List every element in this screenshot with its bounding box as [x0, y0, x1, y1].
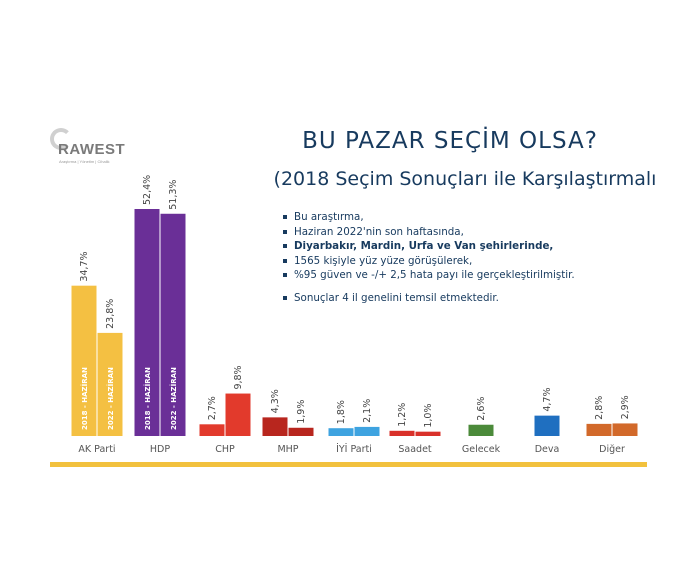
value-label: 1,2% — [397, 403, 408, 427]
bar-2022 — [534, 415, 560, 436]
value-label: 1,9% — [296, 400, 307, 424]
bar-2018 — [71, 285, 97, 436]
category-label: Diğer — [599, 444, 625, 455]
value-label: 4,3% — [270, 389, 281, 413]
bar-2022 — [225, 393, 251, 436]
value-label: 52,4% — [142, 175, 153, 205]
value-label: 34,7% — [79, 251, 90, 281]
note-item: Bu araştırma, — [280, 210, 620, 225]
bar-2018 — [262, 417, 288, 436]
bar-2022 — [288, 427, 314, 436]
value-label: 9,8% — [233, 365, 244, 389]
category-label: AK Parti — [78, 444, 115, 455]
bar-2018 — [586, 423, 612, 436]
logo-brand: RAWEST — [58, 141, 126, 158]
logo-tagline: Araştırma | Yönetim | Cihalik — [59, 159, 110, 164]
bar-2022 — [468, 424, 494, 436]
bar-2018 — [328, 428, 354, 436]
category-label: HDP — [150, 444, 170, 455]
note-item: Diyarbakır, Mardin, Urfa ve Van şehirler… — [280, 239, 620, 254]
value-label: 2,7% — [207, 396, 218, 420]
value-label: 51,3% — [168, 180, 179, 210]
value-label: 2,8% — [594, 396, 605, 420]
note-item: 1565 kişiyle yüz yüze görüşülerek, — [280, 254, 620, 269]
bar-2018 — [134, 209, 160, 436]
category-label: Gelecek — [462, 444, 501, 455]
category-label: İYİ Parti — [336, 444, 372, 455]
bar-inner-label: 2022 - HAZİRAN — [169, 367, 178, 430]
value-label: 2,6% — [476, 397, 487, 421]
value-label: 2,1% — [362, 399, 373, 423]
category-label: Saadet — [398, 444, 432, 455]
value-label: 2,9% — [620, 395, 631, 419]
rawest-logo: RAWEST Araştırma | Yönetim | Cihalik — [50, 128, 130, 178]
value-label: 1,0% — [423, 404, 434, 428]
logo-ring-icon — [50, 128, 72, 150]
bar-2018 — [389, 430, 415, 436]
baseline-bar — [50, 462, 647, 467]
note-item: %95 güven ve -/+ 2,5 hata payı ile gerçe… — [280, 268, 620, 283]
category-label: CHP — [215, 444, 235, 455]
bar-inner-label: 2018 - HAZİRAN — [80, 367, 89, 430]
bar-2022 — [612, 423, 638, 436]
bar-inner-label: 2018 - HAZİRAN — [143, 367, 152, 430]
value-label: 1,8% — [336, 400, 347, 424]
bar-2022 — [160, 213, 186, 436]
value-label: 4,7% — [542, 387, 553, 411]
bar-2022 — [97, 332, 123, 436]
chart-title: BU PAZAR SEÇİM OLSA? — [302, 128, 598, 154]
bar-2022 — [415, 431, 441, 436]
bar-2022 — [354, 426, 380, 436]
category-label: Deva — [535, 444, 560, 455]
category-label: MHP — [277, 444, 298, 455]
bar-2018 — [199, 424, 225, 436]
survey-notes: Bu araştırma, Haziran 2022'nin son hafta… — [280, 210, 620, 305]
note-item: Haziran 2022'nin son haftasında, — [280, 225, 620, 240]
bar-inner-label: 2022 - HAZİRAN — [106, 367, 115, 430]
chart-subtitle: (2018 Seçim Sonuçları ile Karşılaştırmal… — [273, 168, 657, 190]
note-item: Sonuçlar 4 il genelini temsil etmektedir… — [280, 291, 620, 306]
value-label: 23,8% — [105, 299, 116, 329]
